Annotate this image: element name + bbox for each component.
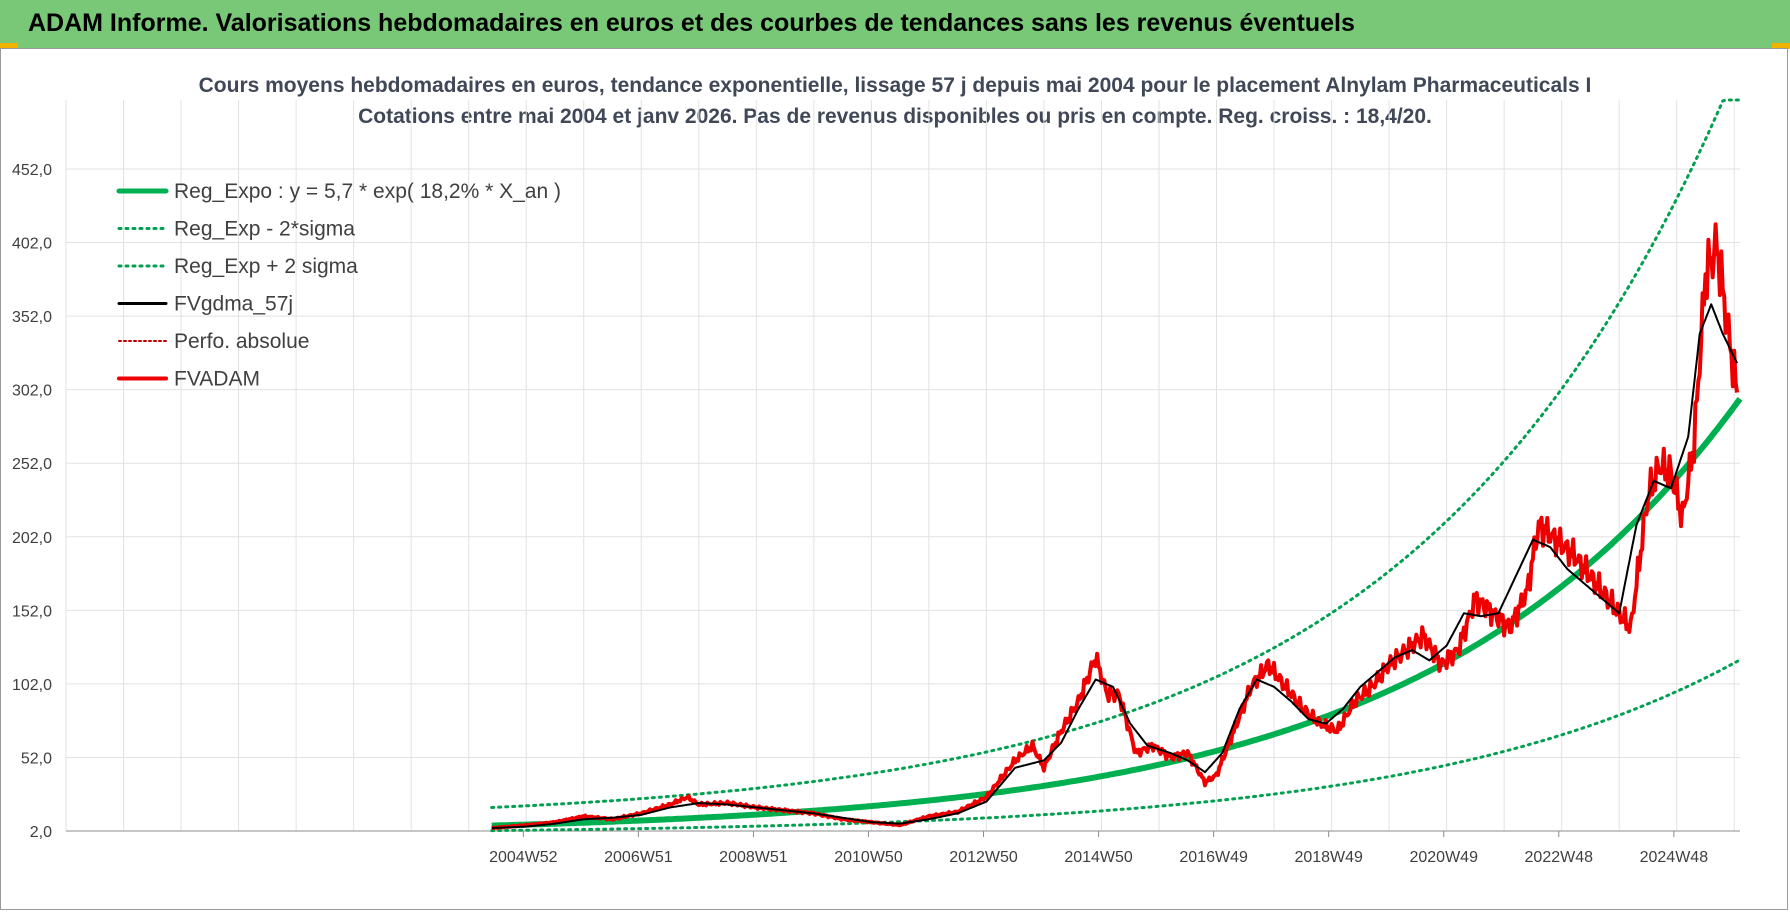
y-tick-label: 452,0	[12, 162, 52, 179]
x-tick-label: 2016W49	[1179, 849, 1248, 866]
chart-frame	[0, 48, 1788, 910]
x-tick-label: 2006W51	[604, 849, 673, 866]
x-tick-label: 2004W52	[489, 849, 558, 866]
y-tick-label: 202,0	[12, 530, 52, 547]
corner-marker-left	[0, 43, 18, 49]
y-tick-label: 352,0	[12, 309, 52, 326]
x-tick-label: 2012W50	[949, 849, 1018, 866]
series-fvgdma-57j	[491, 303, 1739, 830]
legend-label: FVgdma_57j	[174, 293, 293, 316]
header-bar: ADAM Informe. Valorisations hebdomadaire…	[0, 0, 1790, 49]
corner-marker-right	[1772, 43, 1790, 49]
chart-title-line2: Cotations entre mai 2004 et janv 2026. P…	[358, 105, 1432, 128]
y-tick-label: 2,0	[30, 824, 52, 841]
series-fvadam	[491, 222, 1740, 830]
x-tick-label: 2008W51	[719, 849, 788, 866]
y-tick-label: 302,0	[12, 383, 52, 400]
y-tick-label: 252,0	[12, 456, 52, 473]
x-tick-label: 2020W49	[1409, 849, 1478, 866]
axes: 2,0 52,0 102,0 152,0 202,0 252,0 302,0 352,0 402…	[12, 162, 1740, 866]
y-tick-label: 52,0	[21, 750, 52, 767]
y-tick-label: 102,0	[12, 677, 52, 694]
page-title: ADAM Informe. Valorisations hebdomadaire…	[28, 9, 1355, 37]
series-reg-exp-minus-2sigma	[490, 658, 1742, 833]
x-tick-label: 2022W48	[1525, 849, 1594, 866]
x-tick-label: 2010W50	[834, 849, 903, 866]
x-tick-label: 2018W49	[1294, 849, 1363, 866]
chart-title-line1: Cours moyens hebdomadaires en euros, ten…	[198, 74, 1592, 97]
grid	[65, 100, 1740, 832]
x-tick-label: 2024W48	[1640, 849, 1709, 866]
legend-label: Reg_Expo : y = 5,7 * exp( 18,2% * X_an )	[174, 180, 561, 203]
chart-title: Cours moyens hebdomadaires en euros, ten…	[0, 70, 1790, 132]
x-tick-label: 2014W50	[1064, 849, 1133, 866]
legend-label: Perfo. absolue	[174, 330, 309, 353]
series-reg-exp-plus-2sigma	[490, 98, 1742, 809]
y-tick-label: 152,0	[12, 603, 52, 620]
legend-label: FVADAM	[174, 368, 260, 391]
legend-label: Reg_Exp + 2 sigma	[174, 255, 358, 278]
y-tick-label: 402,0	[12, 236, 52, 253]
legend: Reg_Expo : y = 5,7 * exp( 18,2% * X_an )…	[116, 180, 561, 391]
legend-label: Reg_Exp - 2*sigma	[174, 218, 355, 241]
series	[490, 98, 1743, 833]
series-reg-expo	[491, 396, 1743, 829]
